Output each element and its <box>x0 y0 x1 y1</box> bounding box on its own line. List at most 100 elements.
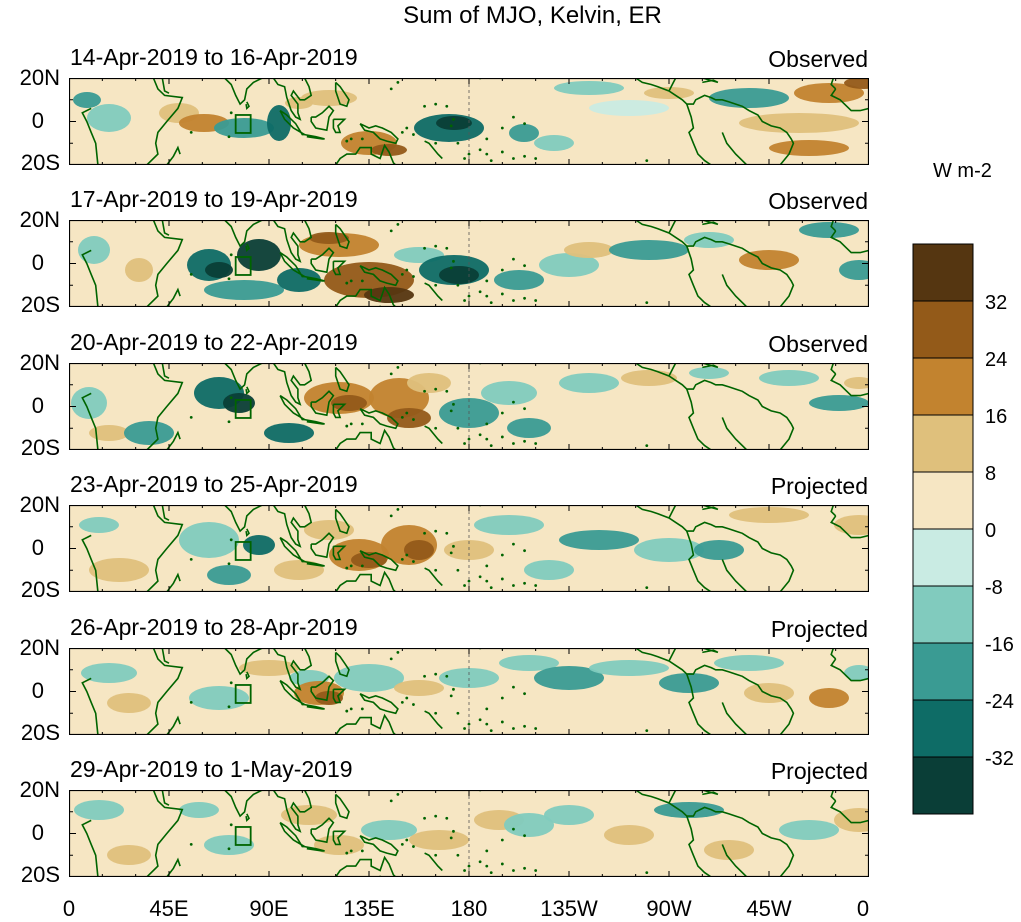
island-dot <box>434 244 438 248</box>
anomaly-region <box>524 560 574 580</box>
island-dot <box>512 299 515 302</box>
coastline <box>245 386 250 396</box>
lon-label-360: 0 <box>856 896 870 921</box>
island-dot <box>345 281 349 285</box>
island-dot <box>445 674 449 678</box>
anomaly-region <box>809 395 869 411</box>
island-dot <box>345 424 349 428</box>
coastline <box>272 78 313 121</box>
island-dot <box>645 301 649 305</box>
anomaly-region <box>621 370 677 386</box>
anomaly-region <box>264 423 314 443</box>
island-dot <box>485 579 489 583</box>
island-dot <box>500 268 504 272</box>
coastline <box>830 790 837 802</box>
coastline <box>830 648 837 660</box>
lat-label-20n: 20N <box>19 492 60 517</box>
coastline <box>424 282 443 302</box>
island-dot <box>434 426 438 430</box>
anomaly-region <box>107 693 151 713</box>
coastline <box>332 830 347 846</box>
anomaly-region <box>694 540 744 560</box>
coastline <box>334 81 350 108</box>
island-dot <box>452 402 455 406</box>
island-dot <box>534 157 538 160</box>
panel-date-range: 20-Apr-2019 to 22-Apr-2019 <box>70 329 358 355</box>
island-dot <box>467 864 471 868</box>
island-dot <box>512 827 515 831</box>
island-dot <box>227 705 231 709</box>
colorbar-tick-label: -24 <box>985 691 1014 713</box>
island-dot <box>485 294 489 298</box>
coastline <box>146 790 184 877</box>
coastline <box>335 143 397 165</box>
coastline <box>830 515 869 539</box>
island-dot <box>227 135 231 139</box>
coastline <box>359 122 399 145</box>
anomaly-region <box>544 805 594 825</box>
anomaly-region <box>214 118 274 138</box>
island-dot <box>449 836 453 840</box>
coastline <box>217 78 263 106</box>
coastline <box>702 790 719 796</box>
anomaly-region <box>539 253 599 277</box>
coastline <box>81 107 99 165</box>
coastline <box>686 815 712 877</box>
coastline <box>245 671 250 681</box>
colorbar-tick-label: 32 <box>985 292 1008 314</box>
anomaly-region <box>71 387 107 419</box>
anomaly-region <box>759 370 819 386</box>
island-dot <box>345 851 349 855</box>
panel-status: Observed <box>768 188 868 214</box>
colorbar-tick-label: 8 <box>985 463 997 485</box>
island-dot <box>449 409 453 413</box>
lat-label-20s: 20S <box>20 435 60 460</box>
map-panel-4: 23-Apr-2019 to 25-Apr-2019 Projected 20N… <box>0 471 880 614</box>
coastline <box>332 545 347 561</box>
coastline <box>721 844 748 877</box>
island-dot <box>423 531 426 535</box>
coastline <box>830 78 837 90</box>
anomaly-region <box>387 408 431 428</box>
island-dot <box>463 869 466 872</box>
island-dot <box>452 259 455 263</box>
island-dot <box>523 407 526 411</box>
region-box <box>234 684 252 704</box>
coastline <box>686 388 712 450</box>
coastline <box>332 260 347 276</box>
island-dot <box>485 722 489 726</box>
lat-label-20s: 20S <box>20 150 60 175</box>
colorbar-tick-label: -8 <box>985 577 1003 599</box>
anomaly-region <box>474 515 544 535</box>
anomaly-region <box>559 530 639 550</box>
coastline <box>161 220 170 236</box>
island-dot <box>645 586 649 590</box>
map-frame <box>69 363 869 450</box>
coastline <box>830 220 837 232</box>
panel-date-range: 23-Apr-2019 to 25-Apr-2019 <box>70 471 358 497</box>
coastline <box>81 392 99 450</box>
anomaly-region <box>481 381 537 405</box>
island-dot <box>434 387 438 391</box>
anomaly-region <box>844 665 869 681</box>
lat-label-equator: 0 <box>31 108 44 133</box>
island-dot <box>389 799 393 803</box>
coastline <box>166 145 181 165</box>
anomaly-region <box>604 825 654 845</box>
anomaly-region <box>534 135 574 151</box>
coastline <box>668 648 677 662</box>
coastline <box>304 845 325 852</box>
island-dot <box>456 853 460 857</box>
anomaly-region <box>839 260 869 280</box>
island-dot <box>485 137 489 141</box>
coastline <box>359 834 399 857</box>
coastline <box>359 407 399 430</box>
coastline <box>668 220 677 234</box>
coastline <box>359 549 399 572</box>
island-dot <box>349 279 353 283</box>
lat-label-20s: 20S <box>20 720 60 745</box>
island-dot <box>512 584 515 587</box>
island-dot <box>445 389 449 393</box>
lon-label-90w: 90W <box>646 896 692 921</box>
island-dot <box>360 422 364 426</box>
